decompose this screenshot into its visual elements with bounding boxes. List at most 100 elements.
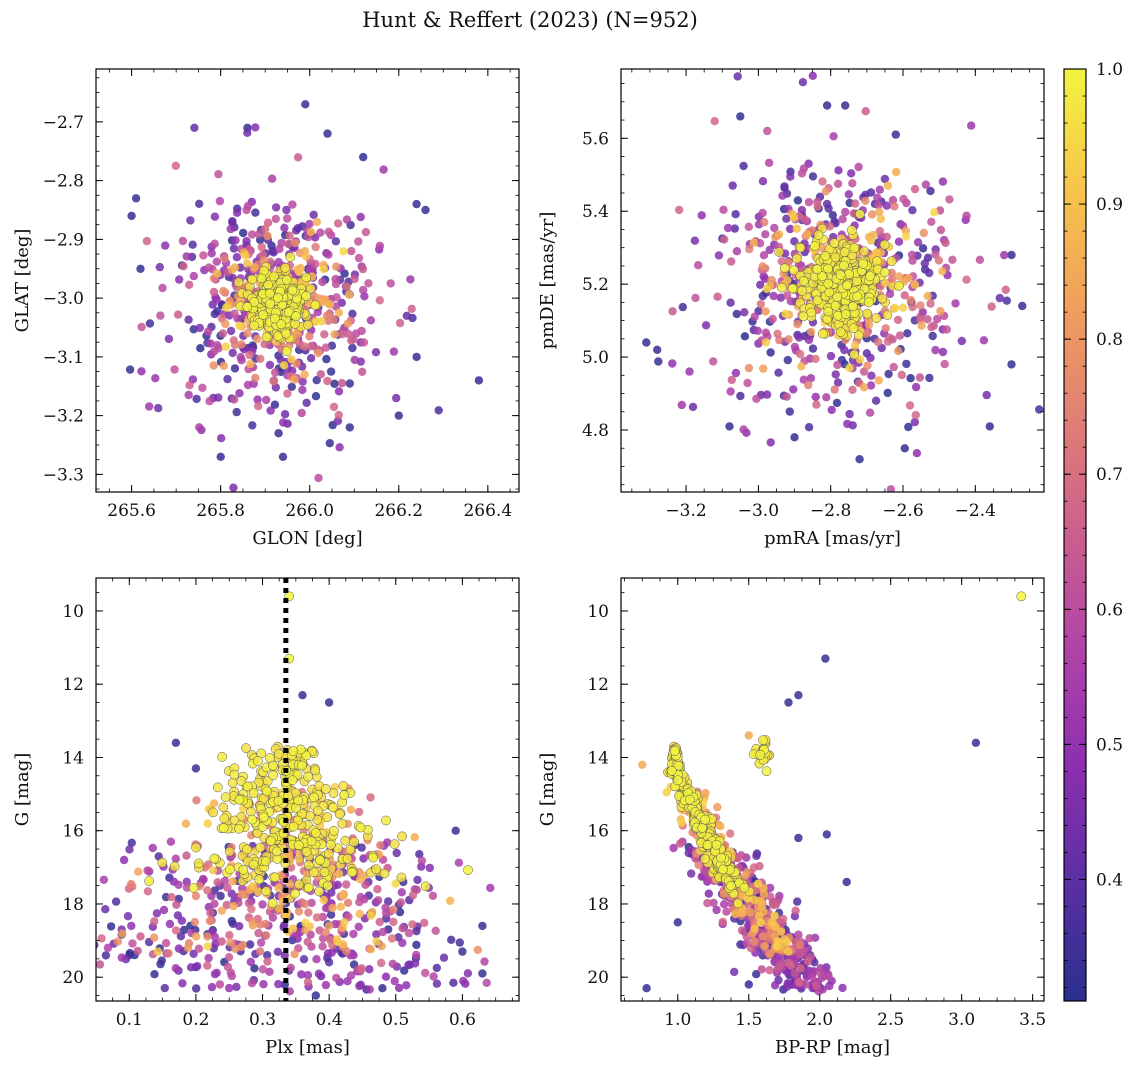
data-point bbox=[303, 971, 313, 980]
data-point bbox=[306, 836, 317, 847]
data-point bbox=[111, 897, 121, 906]
data-point bbox=[727, 375, 736, 385]
data-point bbox=[158, 283, 167, 293]
data-point bbox=[246, 957, 255, 967]
data-point bbox=[231, 236, 240, 245]
data-point bbox=[731, 210, 740, 219]
data-point bbox=[365, 965, 374, 974]
data-point bbox=[758, 262, 767, 271]
data-point bbox=[254, 928, 263, 938]
y-tick-label: −3.2 bbox=[43, 407, 84, 427]
data-point bbox=[791, 253, 802, 264]
data-point bbox=[778, 914, 788, 924]
data-point bbox=[875, 207, 884, 217]
y-tick-label: 14 bbox=[587, 748, 609, 768]
data-point bbox=[761, 766, 772, 777]
data-point bbox=[866, 236, 876, 245]
data-point bbox=[270, 400, 280, 409]
data-point bbox=[804, 335, 814, 345]
data-point bbox=[342, 853, 353, 864]
data-point bbox=[412, 199, 421, 209]
data-point bbox=[212, 295, 221, 304]
data-point bbox=[195, 199, 204, 208]
y-tick-label: 10 bbox=[62, 602, 84, 622]
data-point bbox=[740, 871, 750, 880]
data-point bbox=[214, 393, 223, 402]
data-point bbox=[223, 962, 233, 972]
data-point bbox=[348, 343, 357, 353]
data-point bbox=[248, 921, 258, 930]
data-point bbox=[185, 381, 194, 390]
data-point bbox=[876, 214, 885, 224]
data-point bbox=[322, 812, 333, 822]
data-point bbox=[880, 174, 890, 184]
data-point bbox=[150, 917, 159, 926]
data-point bbox=[412, 940, 421, 950]
data-point bbox=[413, 875, 422, 885]
data-point bbox=[392, 393, 401, 403]
data-point bbox=[209, 853, 220, 864]
data-point bbox=[933, 314, 942, 324]
data-point bbox=[811, 354, 820, 364]
data-point bbox=[336, 902, 345, 911]
data-point bbox=[803, 957, 813, 966]
data-point bbox=[159, 905, 169, 915]
data-point bbox=[677, 400, 686, 410]
x-tick-label: 0.2 bbox=[182, 1010, 209, 1030]
y-tick-label: −3.0 bbox=[43, 289, 84, 309]
data-point bbox=[911, 410, 920, 420]
data-point bbox=[48, 852, 56, 860]
data-point bbox=[286, 963, 295, 972]
data-point bbox=[879, 239, 890, 250]
data-point bbox=[192, 394, 201, 404]
data-point bbox=[802, 980, 811, 989]
data-point bbox=[150, 970, 159, 979]
data-point bbox=[911, 382, 921, 392]
data-point bbox=[376, 841, 385, 850]
data-point bbox=[127, 921, 136, 931]
data-point bbox=[894, 237, 904, 246]
data-point bbox=[750, 895, 759, 905]
data-point bbox=[342, 880, 351, 889]
data-point bbox=[269, 271, 279, 282]
data-point bbox=[384, 897, 393, 906]
data-point bbox=[1002, 296, 1011, 305]
data-point bbox=[743, 378, 752, 388]
data-point bbox=[219, 813, 230, 824]
data-point bbox=[926, 299, 935, 308]
x-tick-label: −3.2 bbox=[665, 501, 706, 521]
data-point bbox=[224, 953, 234, 962]
data-point bbox=[281, 328, 292, 339]
data-point bbox=[228, 877, 237, 886]
data-point bbox=[347, 336, 356, 345]
axes-frame bbox=[620, 577, 1045, 1002]
data-point bbox=[192, 984, 201, 993]
data-point bbox=[794, 833, 803, 843]
data-point bbox=[230, 309, 239, 318]
data-point bbox=[820, 250, 831, 261]
data-point bbox=[392, 848, 401, 858]
data-point bbox=[303, 882, 314, 893]
data-point bbox=[125, 365, 135, 374]
data-point bbox=[182, 851, 191, 860]
data-point bbox=[324, 958, 334, 967]
y-tick-label: 18 bbox=[587, 895, 609, 915]
x-tick-label: 0.3 bbox=[249, 1010, 276, 1030]
data-point bbox=[432, 963, 441, 973]
data-point bbox=[765, 245, 774, 255]
data-point bbox=[335, 443, 344, 452]
data-point bbox=[245, 940, 255, 949]
data-point bbox=[217, 434, 226, 443]
data-point bbox=[177, 916, 187, 925]
data-point bbox=[894, 272, 904, 281]
data-point bbox=[928, 331, 937, 341]
data-point bbox=[408, 920, 417, 929]
data-point bbox=[759, 364, 768, 373]
data-point bbox=[871, 396, 881, 405]
data-point bbox=[758, 735, 768, 746]
data-point bbox=[786, 224, 795, 234]
data-point bbox=[908, 256, 917, 265]
data-point bbox=[934, 256, 944, 265]
data-point bbox=[113, 937, 123, 946]
data-point bbox=[718, 864, 728, 875]
